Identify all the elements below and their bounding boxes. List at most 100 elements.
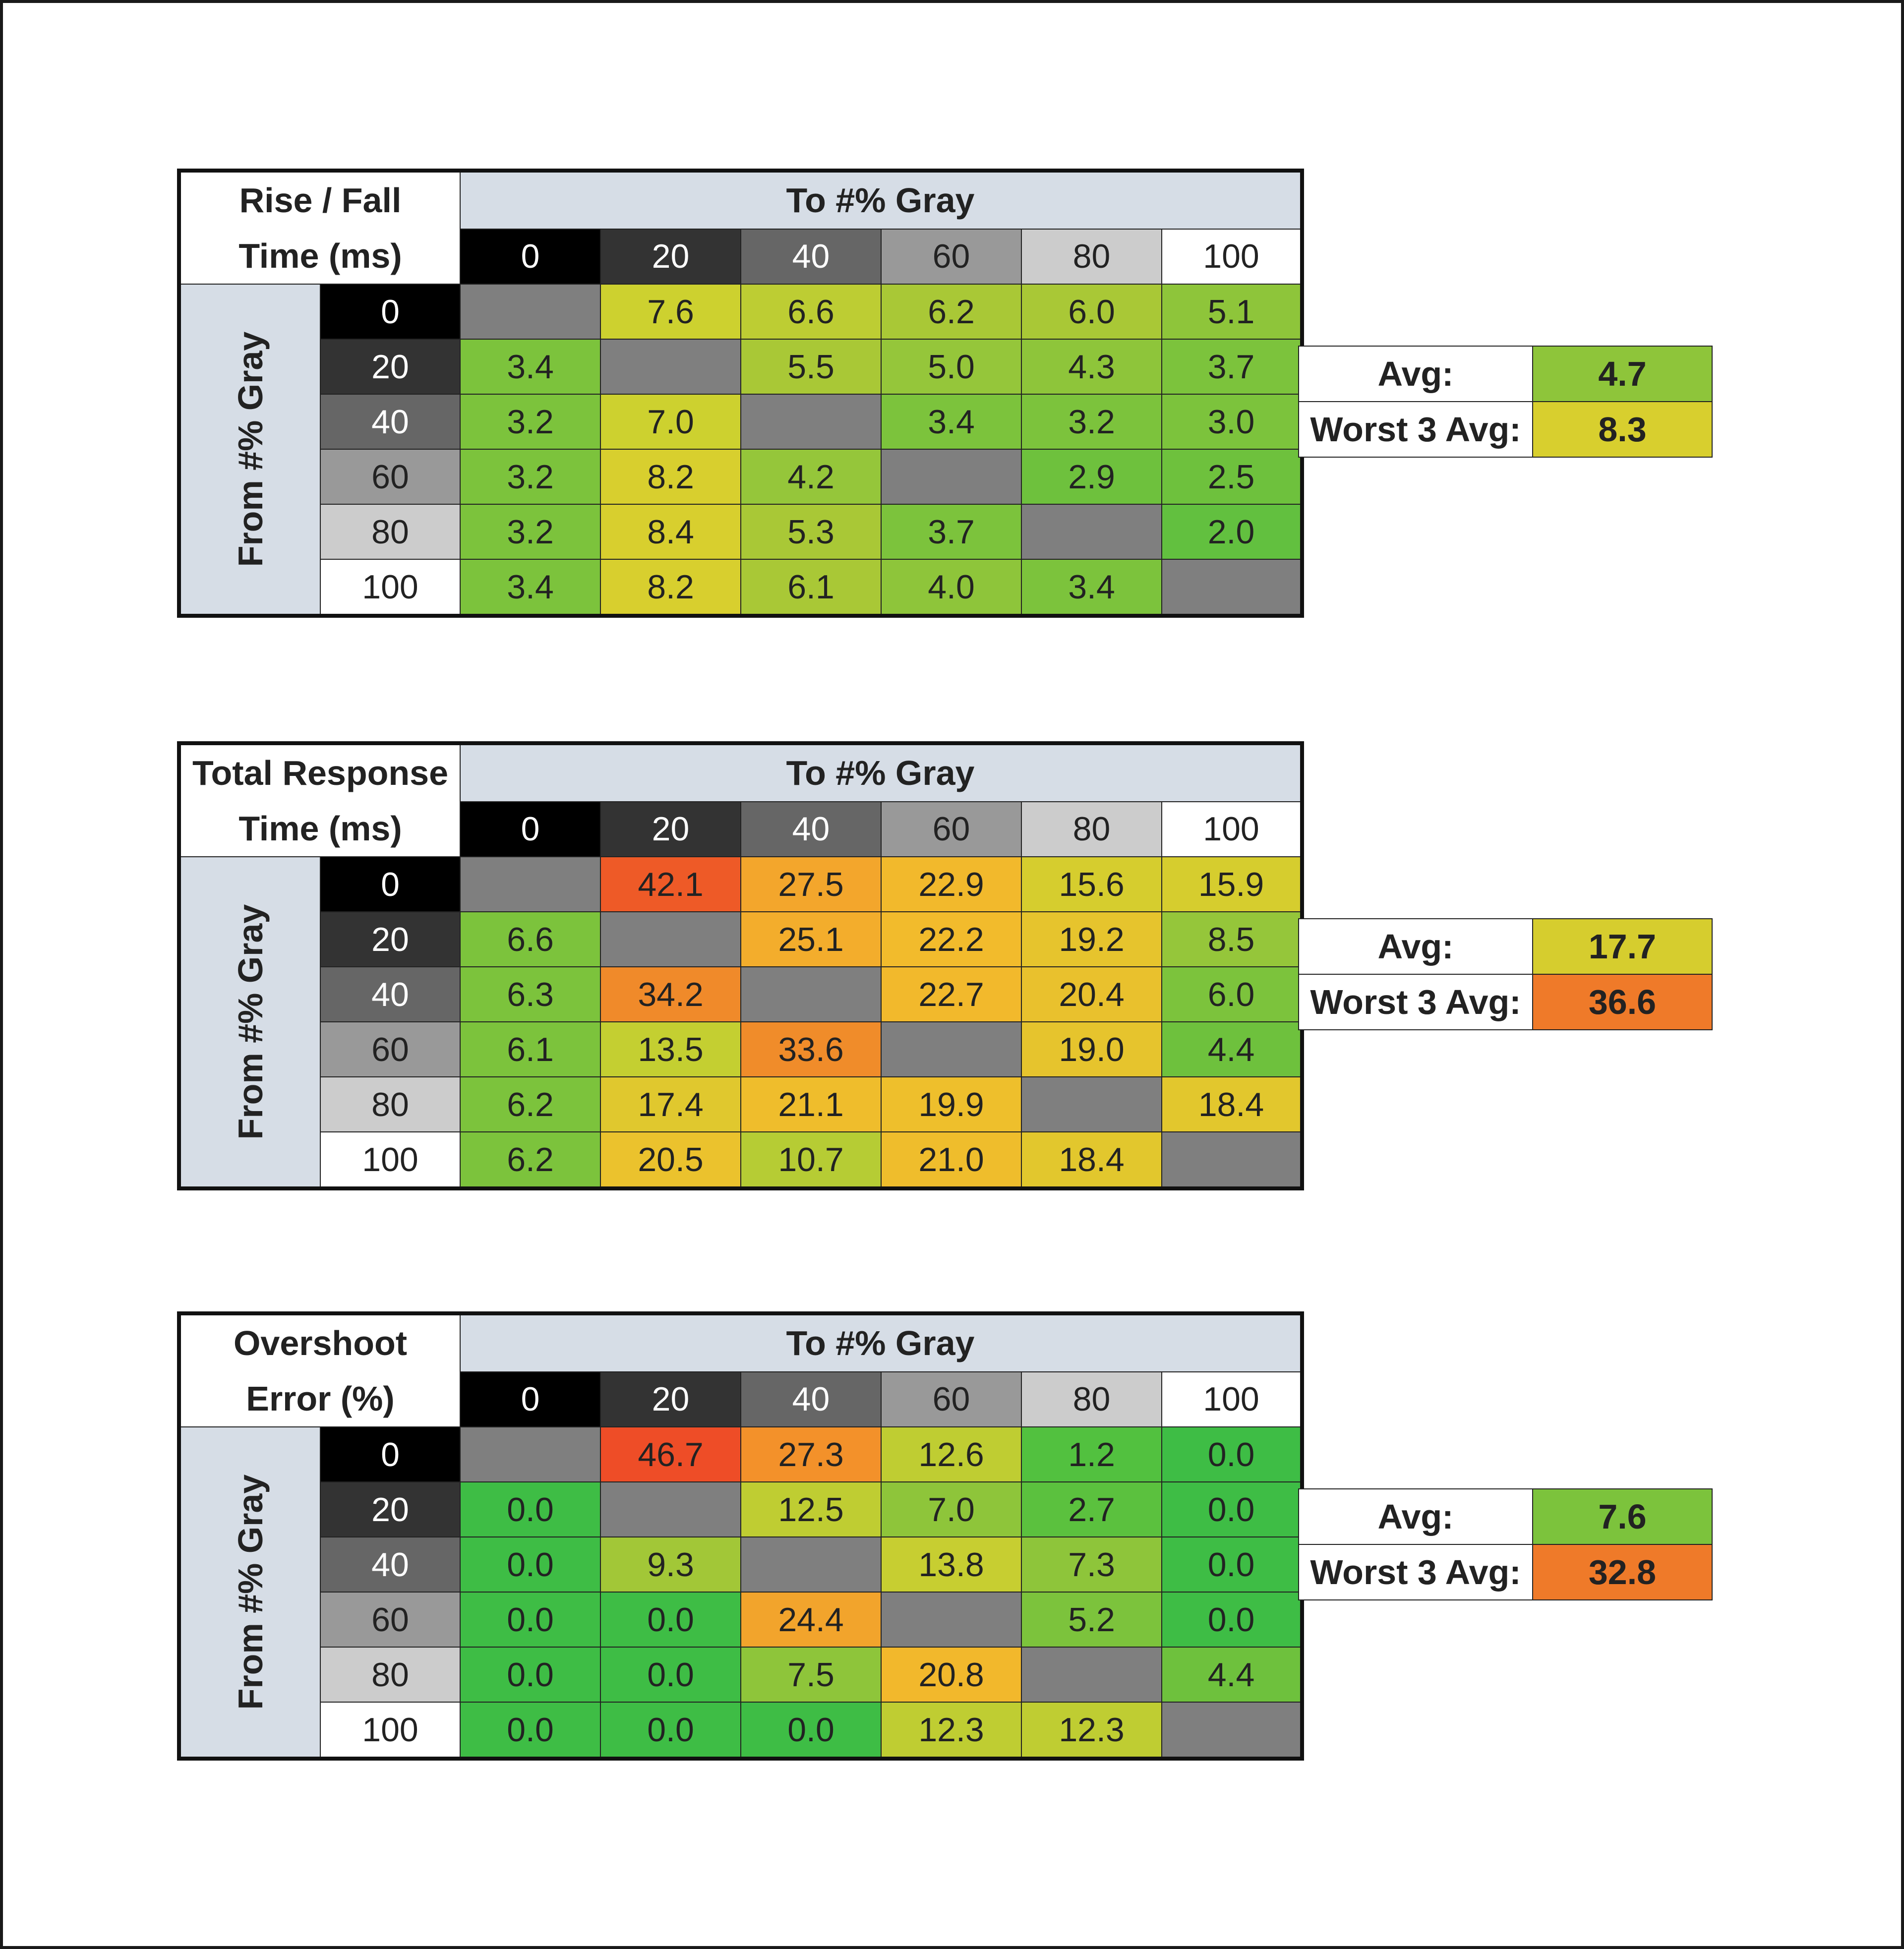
data-cell: 6.3 xyxy=(460,966,601,1022)
data-cell: 6.2 xyxy=(460,1131,601,1189)
data-cell: 17.4 xyxy=(600,1076,741,1132)
data-cell: 7.0 xyxy=(600,394,741,450)
data-cell: 0.0 xyxy=(1161,1481,1303,1537)
column-header-80: 80 xyxy=(1021,228,1162,285)
worst-3-avg-label: Worst 3 Avg: xyxy=(1298,401,1533,458)
row-header-40: 40 xyxy=(320,394,461,450)
data-cell: 6.2 xyxy=(460,1076,601,1132)
diagonal-cell xyxy=(740,394,882,450)
data-cell: 3.2 xyxy=(460,449,601,505)
data-cell: 12.6 xyxy=(881,1426,1022,1482)
data-cell: 22.9 xyxy=(881,856,1022,912)
row-header-40: 40 xyxy=(320,966,461,1022)
diagonal-cell xyxy=(1161,1702,1303,1759)
data-cell: 0.0 xyxy=(460,1592,601,1648)
chart-block-3: Overshoot Error (%) To #% Gray 0 20 40 60 80 100… xyxy=(177,1311,1304,1761)
data-cell: 8.2 xyxy=(600,449,741,505)
table-row: 40 6.3 34.2 22.7 20.4 6.0 xyxy=(179,966,1303,1022)
data-cell: 5.1 xyxy=(1161,284,1303,340)
from-gray-header: From #% Gray xyxy=(178,1426,321,1759)
data-cell: 15.6 xyxy=(1021,856,1162,912)
data-cell: 5.2 xyxy=(1021,1592,1162,1648)
data-cell: 6.1 xyxy=(740,559,882,616)
from-gray-header: From #% Gray xyxy=(178,284,321,616)
response-matrix: Overshoot Error (%) To #% Gray 0 20 40 60 80 100… xyxy=(177,1311,1304,1761)
to-gray-header: To #% Gray xyxy=(460,170,1303,230)
column-header-80: 80 xyxy=(1021,801,1162,857)
matrix-title-line2: Time (ms) xyxy=(238,809,402,848)
data-cell: 9.3 xyxy=(600,1536,741,1593)
table-row: 100 0.0 0.0 0.0 12.3 12.3 xyxy=(179,1702,1303,1759)
data-cell: 6.0 xyxy=(1021,284,1162,340)
column-header-0: 0 xyxy=(460,1371,601,1427)
matrix-title-line2: Time (ms) xyxy=(238,236,402,275)
table-row: 100 3.4 8.2 6.1 4.0 3.4 xyxy=(179,559,1303,616)
matrix-title: Rise / Fall Time (ms) xyxy=(178,170,461,285)
matrix-title-line1: Rise / Fall xyxy=(239,181,402,220)
chart-block-1: Rise / Fall Time (ms) To #% Gray 0 20 40 60 80 1… xyxy=(177,169,1304,618)
column-header-40: 40 xyxy=(740,228,882,285)
column-header-20: 20 xyxy=(600,1371,741,1427)
column-header-0: 0 xyxy=(460,228,601,285)
data-cell: 27.3 xyxy=(740,1426,882,1482)
avg-label: Avg: xyxy=(1298,1488,1533,1545)
row-header-100: 100 xyxy=(320,559,461,616)
matrix-title: Total Response Time (ms) xyxy=(178,743,461,857)
data-cell: 1.2 xyxy=(1021,1426,1162,1482)
data-cell: 0.0 xyxy=(460,1702,601,1759)
data-cell: 3.2 xyxy=(1021,394,1162,450)
row-header-80: 80 xyxy=(320,1647,461,1703)
data-cell: 6.2 xyxy=(881,284,1022,340)
to-gray-header: To #% Gray xyxy=(460,743,1303,802)
worst-3-avg-value: 32.8 xyxy=(1532,1544,1713,1600)
diagonal-cell xyxy=(881,1021,1022,1077)
data-cell: 33.6 xyxy=(740,1021,882,1077)
row-header-60: 60 xyxy=(320,449,461,505)
data-cell: 3.4 xyxy=(881,394,1022,450)
row-header-0: 0 xyxy=(320,284,461,340)
data-cell: 3.0 xyxy=(1161,394,1303,450)
data-cell: 5.5 xyxy=(740,339,882,395)
data-cell: 8.2 xyxy=(600,559,741,616)
data-cell: 0.0 xyxy=(600,1592,741,1648)
summary-box: Avg: 7.6 Worst 3 Avg: 32.8 xyxy=(1298,1488,1713,1600)
row-header-100: 100 xyxy=(320,1702,461,1759)
table-row: From #% Gray 0 42.1 27.5 22.9 15.6 15.9 xyxy=(178,856,1303,1189)
data-cell: 0.0 xyxy=(460,1536,601,1593)
data-cell: 18.4 xyxy=(1161,1076,1303,1132)
data-cell: 0.0 xyxy=(1161,1426,1303,1482)
table-row: 80 3.2 8.4 5.3 3.7 2.0 xyxy=(179,504,1303,560)
data-cell: 7.5 xyxy=(740,1647,882,1703)
data-cell: 19.0 xyxy=(1021,1021,1162,1077)
diagonal-cell xyxy=(740,1536,882,1593)
row-header-80: 80 xyxy=(320,504,461,560)
data-cell: 0.0 xyxy=(460,1481,601,1537)
data-cell: 42.1 xyxy=(600,856,741,912)
diagonal-cell xyxy=(881,449,1022,505)
diagonal-cell xyxy=(740,966,882,1022)
data-cell: 4.2 xyxy=(740,449,882,505)
worst-3-avg-label: Worst 3 Avg: xyxy=(1298,974,1533,1030)
data-cell: 7.6 xyxy=(600,284,741,340)
data-cell: 0.0 xyxy=(1161,1536,1303,1593)
data-cell: 0.0 xyxy=(600,1647,741,1703)
from-gray-header: From #% Gray xyxy=(178,856,321,1189)
table-row: 60 6.1 13.5 33.6 19.0 4.4 xyxy=(179,1021,1303,1077)
row-header-0: 0 xyxy=(320,856,461,912)
data-cell: 0.0 xyxy=(740,1702,882,1759)
data-cell: 8.5 xyxy=(1161,911,1303,967)
column-header-100: 100 xyxy=(1161,1371,1303,1427)
column-header-100: 100 xyxy=(1161,228,1303,285)
from-gray-label: From #% Gray xyxy=(231,331,270,567)
data-cell: 12.3 xyxy=(881,1702,1022,1759)
table-row: 60 0.0 0.0 24.4 5.2 0.0 xyxy=(179,1592,1303,1648)
table-row: 20 3.4 5.5 5.0 4.3 3.7 xyxy=(179,339,1303,395)
row-header-60: 60 xyxy=(320,1021,461,1077)
avg-label: Avg: xyxy=(1298,918,1533,975)
table-row: 60 3.2 8.2 4.2 2.9 2.5 xyxy=(179,449,1303,505)
data-cell: 19.9 xyxy=(881,1076,1022,1132)
diagonal-cell xyxy=(1161,559,1303,616)
data-cell: 3.4 xyxy=(460,339,601,395)
diagonal-cell xyxy=(460,284,601,340)
row-header-0: 0 xyxy=(320,1426,461,1482)
